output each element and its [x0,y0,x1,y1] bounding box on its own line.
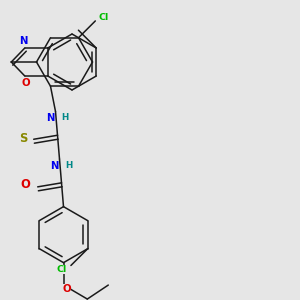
Text: N: N [46,113,55,123]
Text: Cl: Cl [98,14,109,22]
Text: H: H [61,113,68,122]
Text: N: N [50,161,59,171]
Text: O: O [22,78,30,88]
Text: O: O [62,284,71,294]
Text: O: O [21,178,31,191]
Text: S: S [20,132,28,145]
Text: Cl: Cl [57,265,67,274]
Text: N: N [20,36,28,46]
Text: H: H [65,160,72,169]
